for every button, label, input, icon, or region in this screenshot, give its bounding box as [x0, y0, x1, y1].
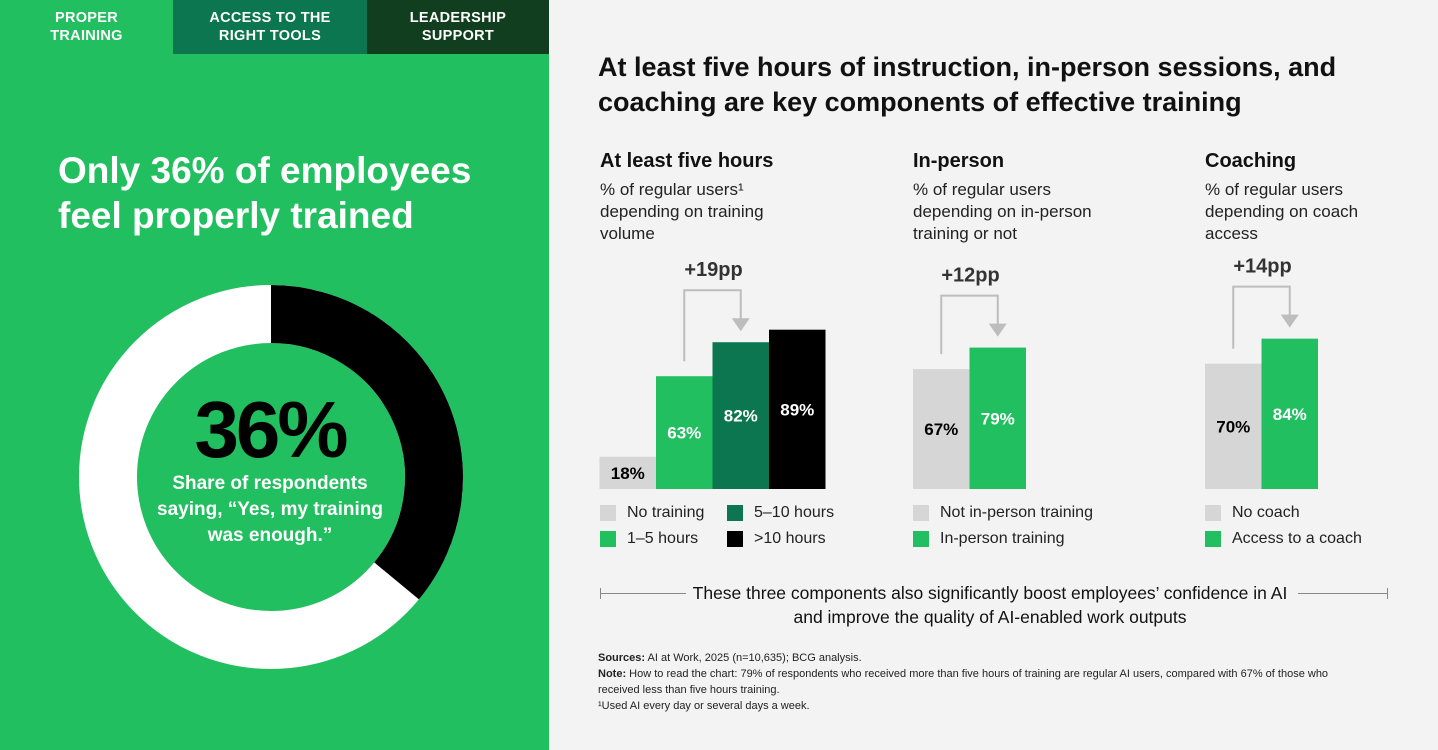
bar-label-five-hours-3: 89% — [780, 400, 814, 419]
bar-label-coaching-0: 70% — [1216, 417, 1250, 436]
tab-label: ACCESS TO THE RIGHT TOOLS — [209, 10, 331, 44]
divider-left-cap — [600, 588, 601, 599]
section-title: Coaching — [1205, 150, 1297, 172]
tab-proper-training[interactable]: PROPER TRAINING — [0, 0, 173, 54]
bar-coaching-0 — [1205, 363, 1262, 489]
donut-chart — [79, 285, 463, 669]
sources-label: Sources: — [598, 652, 646, 664]
legend-label: 1–5 hours — [627, 530, 699, 547]
legend-swatch — [600, 505, 616, 521]
arrow-line-coaching — [1232, 285, 1291, 349]
legend-label: 5–10 hours — [754, 504, 835, 521]
bar-label-five-hours-1: 63% — [667, 424, 701, 443]
tab-label: PROPER TRAINING — [50, 10, 123, 44]
donut-value-arc — [270, 285, 463, 600]
legend-item: Access to a coach — [1205, 529, 1362, 549]
legend-item: In-person training — [913, 529, 1065, 549]
legend-swatch — [727, 531, 743, 547]
divider-right-cap — [1387, 588, 1388, 599]
arrow-head-five-hours — [731, 318, 750, 332]
legend-item: Not in-person training — [913, 503, 1093, 523]
section-in-person: In-person % of regular users depending o… — [913, 148, 1143, 245]
legend-label: In-person training — [940, 530, 1065, 547]
legend-swatch — [727, 505, 743, 521]
bar-in-person-0 — [913, 369, 970, 489]
section-five-hours: At least five hours % of regular users¹ … — [600, 148, 830, 245]
section-coaching: Coaching % of regular users depending on… — [1205, 148, 1405, 245]
note-text: How to read the chart: 79% of respondent… — [598, 668, 1329, 696]
legend-label: >10 hours — [754, 530, 826, 547]
donut-value: 36% — [194, 385, 348, 474]
note-line: Note: How to read the chart: 79% of resp… — [598, 666, 1358, 698]
section-subtitle: % of regular users¹ depending on trainin… — [600, 180, 764, 243]
section-title: In-person — [913, 150, 1005, 172]
legend-label: Access to a coach — [1232, 530, 1362, 547]
legend-label: No coach — [1232, 504, 1300, 521]
legend-item: 1–5 hours — [600, 529, 698, 549]
legend-swatch — [1205, 531, 1221, 547]
bar-label-in-person-0: 67% — [924, 420, 958, 439]
bar-in-person-1 — [969, 347, 1026, 489]
arrow-head-coaching — [1280, 314, 1299, 328]
sources-text: AI at Work, 2025 (n=10,635); BCG analysi… — [647, 652, 862, 664]
section-subtitle: % of regular users depending on coach ac… — [1205, 180, 1359, 243]
headline: Only 36% of employees feel properly trai… — [58, 150, 472, 236]
divider-right — [1298, 593, 1387, 594]
bar-label-five-hours-0: 18% — [611, 464, 645, 483]
footer-text: These three components also significantl… — [692, 583, 1288, 627]
sources-line: Sources: AI at Work, 2025 (n=10,635); BC… — [598, 650, 1358, 666]
legend-swatch — [1205, 505, 1221, 521]
annotation-in-person: +12pp — [941, 265, 999, 287]
arrow-line-five-hours — [683, 289, 742, 362]
legend-item: >10 hours — [727, 529, 826, 549]
tab-leadership-support[interactable]: LEADERSHIP SUPPORT — [367, 0, 549, 54]
footnote: ¹Used AI every day or several days a wee… — [598, 700, 810, 712]
bar-label-coaching-1: 84% — [1273, 405, 1307, 424]
legend-label: No training — [627, 504, 705, 521]
legend-item: No coach — [1205, 503, 1300, 523]
arrow-line-in-person — [940, 294, 999, 355]
bar-five-hours-2 — [712, 342, 769, 489]
bar-five-hours-3 — [769, 329, 826, 489]
annotation-coaching: +14pp — [1233, 256, 1291, 278]
main-title: At least five hours of instruction, in-p… — [598, 52, 1337, 117]
bar-five-hours-1 — [656, 376, 713, 489]
left-panel: PROPER TRAINING ACCESS TO THE RIGHT TOOL… — [0, 0, 549, 750]
arrow-head-in-person — [988, 323, 1007, 337]
tab-label: LEADERSHIP SUPPORT — [409, 10, 507, 44]
section-subtitle: % of regular users depending on in-perso… — [913, 180, 1092, 243]
legend-item: 5–10 hours — [727, 503, 834, 523]
donut-caption: Share of respondents saying, “Yes, my tr… — [157, 473, 383, 546]
bar-label-in-person-1: 79% — [981, 409, 1015, 428]
legend-item: No training — [600, 503, 704, 523]
bar-coaching-1 — [1261, 338, 1318, 489]
bar-five-hours-0 — [599, 456, 656, 489]
bar-label-five-hours-2: 82% — [724, 407, 758, 426]
tab-access-to-tools[interactable]: ACCESS TO THE RIGHT TOOLS — [173, 0, 367, 54]
legend-swatch — [913, 531, 929, 547]
legend-swatch — [600, 531, 616, 547]
annotation-five-hours: +19pp — [684, 259, 742, 281]
notes: Sources: AI at Work, 2025 (n=10,635); BC… — [598, 650, 1358, 714]
divider-left — [600, 593, 686, 594]
legend-swatch — [913, 505, 929, 521]
legend-label: Not in-person training — [940, 504, 1093, 521]
note-label: Note: — [598, 668, 627, 680]
section-title: At least five hours — [600, 150, 774, 172]
